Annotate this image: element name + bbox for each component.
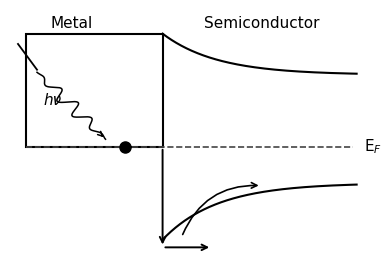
- Text: Semiconductor: Semiconductor: [204, 16, 319, 31]
- Bar: [26, 34, 163, 147]
- Text: E$_F$: E$_F$: [364, 138, 382, 156]
- Text: hν: hν: [43, 93, 61, 108]
- FancyArrowPatch shape: [183, 183, 257, 235]
- Text: Metal: Metal: [50, 16, 93, 31]
